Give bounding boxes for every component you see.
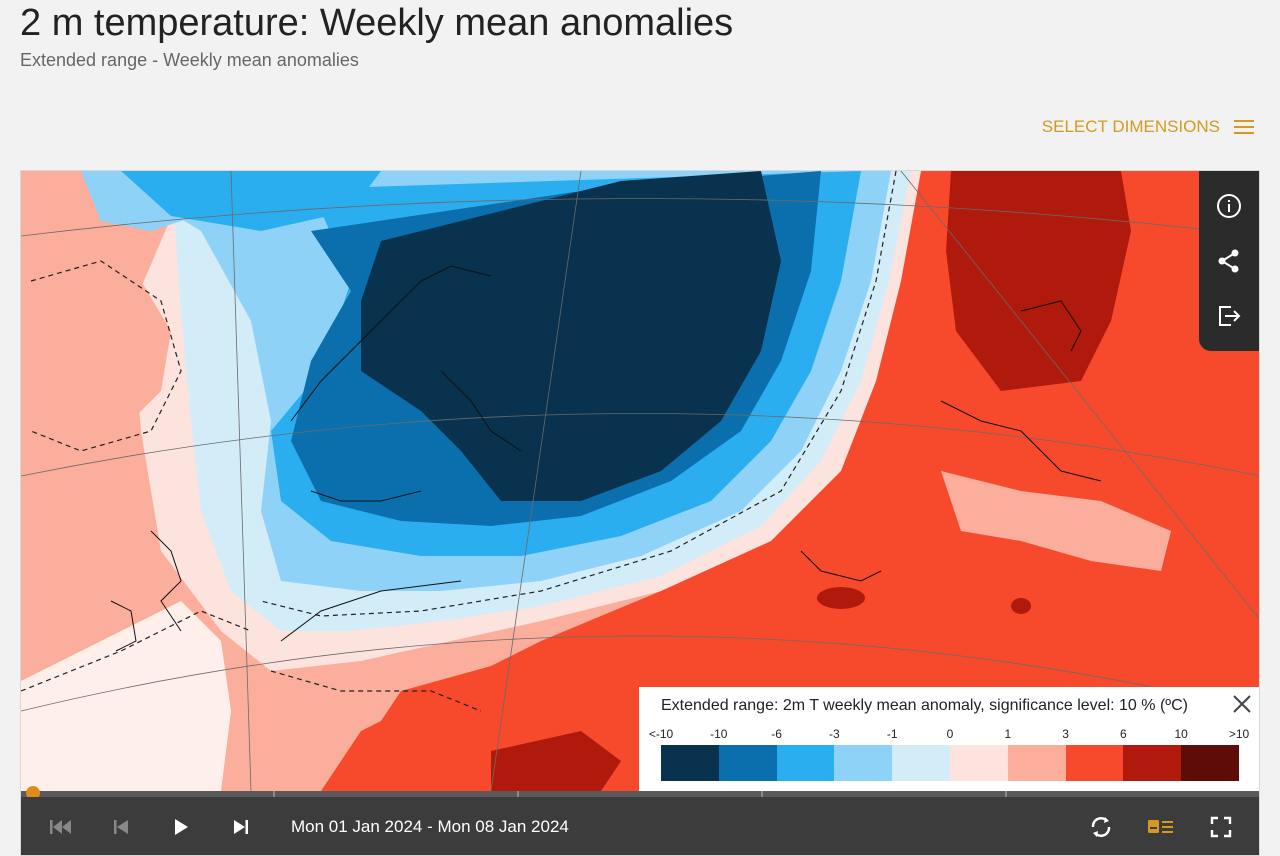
warm-anomaly-iceland (21, 251, 171, 441)
fullscreen-button[interactable] (1207, 813, 1235, 841)
select-dimensions-label: SELECT DIMENSIONS (1041, 117, 1220, 136)
legend-tick-label: -3 (829, 727, 840, 741)
play-button[interactable] (167, 813, 195, 841)
legend-swatch (661, 745, 719, 781)
play-icon (175, 819, 188, 835)
legend-swatch (949, 745, 1008, 781)
legend-swatch (718, 745, 777, 781)
loop-button[interactable] (1087, 813, 1115, 841)
export-button[interactable] (1212, 299, 1246, 333)
legend-tick-label: 1 (1004, 727, 1012, 741)
playback-bar: Mon 01 Jan 2024 - Mon 08 Jan 2024 (21, 797, 1259, 855)
legend-swatch (776, 745, 835, 781)
legend-swatch (834, 745, 893, 781)
step-forward-icon (234, 820, 248, 834)
legend-tick-label: <-10 (648, 727, 674, 741)
legend-tick-label: -1 (886, 727, 898, 741)
temperature-anomaly-map[interactable] (21, 171, 1260, 791)
skip-to-start-button[interactable] (47, 813, 75, 841)
page-subtitle: Extended range - Weekly mean anomalies (20, 50, 359, 70)
graticule (21, 171, 1259, 791)
map-legend: Extended range: 2m T weekly mean anomaly… (639, 687, 1259, 791)
page-title: 2 m temperature: Weekly mean anomalies (20, 2, 734, 44)
neutral-band-west (21, 601, 231, 791)
legend-title: Extended range: 2m T weekly mean anomaly… (661, 697, 1188, 714)
timeline-slider-handle[interactable] (26, 786, 40, 800)
info-icon (1217, 194, 1241, 219)
export-icon (1219, 305, 1241, 326)
step-back-icon (114, 820, 128, 834)
step-back-button[interactable] (107, 813, 135, 841)
skip-to-start-icon (50, 820, 71, 834)
map-viewer[interactable]: Extended range: 2m T weekly mean anomaly… (20, 170, 1260, 856)
legend-swatch (1007, 745, 1066, 781)
significance-contours (21, 171, 897, 712)
hamburger-menu-icon (1234, 120, 1254, 134)
very-warm-north-russia (946, 171, 1131, 391)
share-button[interactable] (1212, 244, 1246, 278)
share-icon (1218, 249, 1239, 273)
coastlines (110, 265, 1102, 652)
map-side-toolbar (1199, 171, 1259, 351)
step-forward-button[interactable] (227, 813, 255, 841)
legend-tick-label: 0 (946, 727, 954, 741)
timeline-track[interactable] (21, 791, 1259, 797)
legend-swatch (1065, 745, 1124, 781)
legend-swatch (1123, 745, 1182, 781)
refresh-loop-icon (1091, 817, 1111, 837)
moderate-cold-north (121, 171, 381, 231)
fullscreen-icon (1210, 816, 1232, 838)
very-warm-patch (817, 587, 865, 609)
legend-tick-label: -6 (771, 727, 782, 741)
very-warm-patch (1011, 598, 1031, 614)
legend-tick-label: -10 (710, 727, 728, 741)
very-warm-balkans (491, 731, 621, 791)
legend-tick-label: 10 (1174, 727, 1188, 741)
legend-swatch (892, 745, 950, 781)
legend-toggle-button[interactable] (1147, 813, 1175, 841)
info-button[interactable] (1212, 189, 1246, 223)
legend-tick-label: 3 (1062, 727, 1069, 741)
legend-tick-label: 6 (1120, 727, 1127, 741)
mild-warm-patch-caspian (941, 471, 1171, 571)
legend-tick-label: >10 (1228, 727, 1250, 741)
legend-color-bar (661, 745, 1239, 781)
select-dimensions-button[interactable]: SELECT DIMENSIONS (1042, 117, 1254, 137)
date-range-label: Mon 01 Jan 2024 - Mon 08 Jan 2024 (291, 817, 569, 836)
legend-tick-labels: <-10 -10 -6 -3 -1 0 1 3 6 10 >10 (648, 727, 1249, 743)
close-icon[interactable] (1231, 693, 1253, 715)
legend-toggle-icon (1148, 820, 1173, 833)
legend-swatch (1181, 745, 1239, 781)
